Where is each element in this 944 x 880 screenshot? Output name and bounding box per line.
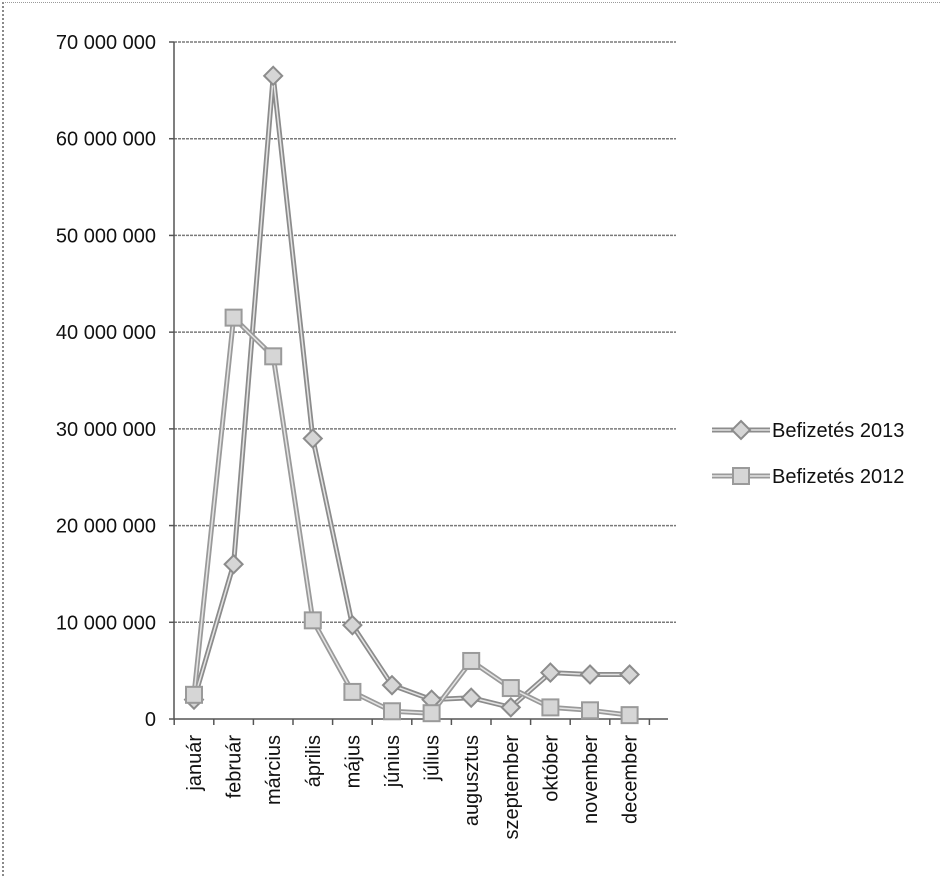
- legend-marker-1: [730, 419, 752, 441]
- data-point-2: [185, 685, 203, 704]
- x-tick-label: szeptember: [501, 735, 523, 840]
- x-tick-label: augusztus: [461, 735, 483, 826]
- data-point-2: [343, 682, 362, 701]
- y-tick-label: 0: [145, 709, 156, 731]
- data-point-2: [224, 308, 243, 327]
- data-point-1: [302, 428, 324, 449]
- x-tick-label: január: [184, 735, 206, 792]
- y-tick-label: 50 000 000: [56, 225, 156, 247]
- data-point-1: [579, 664, 601, 685]
- y-tick-label: 70 000 000: [56, 32, 156, 54]
- data-point-1: [381, 674, 403, 696]
- x-tick-label: október: [540, 735, 562, 802]
- x-tick-label: június: [382, 735, 404, 788]
- x-tick-label: december: [620, 735, 642, 824]
- data-point-2: [541, 698, 560, 717]
- data-point-2: [462, 651, 481, 670]
- y-tick-label: 60 000 000: [56, 129, 156, 151]
- y-tick-label: 10 000 000: [56, 612, 156, 634]
- gridlines: [174, 41, 676, 624]
- y-tick-label: 40 000 000: [56, 322, 156, 344]
- x-tick-label: február: [224, 735, 246, 799]
- data-point-1: [223, 553, 245, 575]
- legend-label-2: Befizetés 2012: [772, 466, 904, 488]
- x-tick-label: március: [263, 735, 285, 805]
- data-point-2: [581, 701, 599, 720]
- series-markers: [183, 65, 641, 725]
- y-axis-tick-labels: 0 10 000 000 20 000 000 30 000 000 40 000 00…: [56, 32, 156, 731]
- x-axis-tick-labels: január február március április május június jú…: [184, 735, 642, 840]
- data-point-2: [620, 706, 639, 725]
- series-lines: [191, 73, 630, 718]
- y-tick-label: 20 000 000: [56, 516, 156, 538]
- legend: Befizetés 2013 Befizetés 2012: [712, 419, 904, 488]
- series-line-1: [191, 73, 630, 710]
- series-line-highlight-2: [193, 316, 630, 716]
- legend-marker-2: [732, 467, 750, 485]
- x-tick-label: április: [303, 735, 325, 787]
- data-point-2: [422, 704, 441, 723]
- y-tick-label: 30 000 000: [56, 419, 156, 441]
- data-point-2: [383, 702, 401, 721]
- data-point-1: [539, 662, 561, 683]
- x-tick-label: május: [342, 735, 364, 788]
- data-point-1: [460, 687, 482, 709]
- data-point-2: [264, 347, 283, 366]
- x-tick-label: november: [580, 735, 602, 824]
- data-point-1: [262, 65, 284, 87]
- data-point-1: [500, 696, 522, 718]
- data-point-1: [341, 614, 363, 636]
- series-line-highlight-1: [193, 75, 630, 709]
- data-point-2: [501, 679, 520, 698]
- x-tick-label: július: [422, 735, 444, 782]
- series-line-2: [191, 315, 630, 718]
- data-point-2: [303, 611, 322, 630]
- legend-label-1: Befizetés 2013: [772, 420, 904, 442]
- data-point-1: [619, 664, 641, 685]
